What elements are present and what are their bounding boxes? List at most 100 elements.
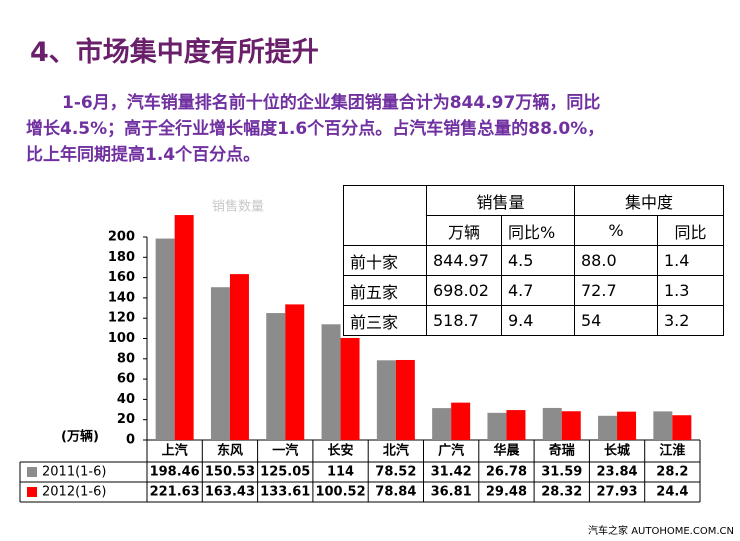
bar: [451, 402, 471, 440]
x-tick-label: 奇瑞: [549, 443, 575, 459]
bar: [653, 411, 673, 440]
y-tick-label: 160: [108, 270, 135, 285]
subheader-cell: %: [574, 215, 658, 246]
y-tick-label: 20: [117, 412, 135, 427]
data-cell: 28.32: [541, 485, 582, 500]
bar: [561, 411, 581, 440]
y-tick-label: 180: [108, 250, 135, 265]
table-cell: 54: [574, 305, 658, 336]
subheader-cell: 同比: [657, 215, 724, 246]
legend-swatch: [27, 487, 37, 497]
data-cell: 78.84: [375, 485, 416, 500]
bar: [376, 360, 396, 440]
bar: [432, 408, 452, 440]
bar: [598, 415, 618, 440]
bar: [542, 407, 562, 440]
bar: [155, 238, 175, 440]
y-tick-label: 200: [108, 230, 135, 245]
x-tick-label: 华晨: [493, 443, 520, 459]
y-tick-label: 120: [108, 311, 135, 326]
x-tick-label: 江淮: [659, 443, 685, 459]
table-cell: 9.4: [501, 305, 575, 336]
table-cell: 1.4: [657, 245, 724, 276]
bar: [395, 359, 415, 440]
paragraph-line: 1-6月，汽车销量排名前十位的企业集团销量合计为844.97万辆，同比: [62, 93, 601, 113]
data-cell: 163.43: [205, 485, 255, 500]
bar: [174, 215, 194, 440]
data-cell: 221.63: [150, 485, 200, 500]
x-tick-label: 长城: [604, 443, 630, 459]
data-cell: 100.52: [315, 485, 365, 500]
bar: [321, 324, 341, 440]
subheader-cell: 同比%: [501, 215, 575, 246]
table-cell: 72.7: [574, 275, 658, 306]
legend-swatch: [27, 467, 37, 477]
table-row: 前三家 518.7 9.4 54 3.2: [343, 305, 724, 336]
bar: [285, 304, 305, 440]
table-cell: 1.3: [657, 275, 724, 306]
subheader-cell: 万辆: [426, 215, 502, 246]
table-cell: 前十家: [343, 245, 427, 276]
y-tick-label: 40: [117, 392, 135, 407]
data-cell: 28.2: [656, 465, 688, 480]
table-cell: 4.7: [501, 275, 575, 306]
bar: [210, 287, 230, 440]
table-row: 前五家 698.02 4.7 72.7 1.3: [343, 275, 724, 306]
x-tick-label: 一汽: [272, 443, 298, 459]
bar: [506, 410, 526, 440]
data-cell: 36.81: [431, 485, 472, 500]
data-cell: 24.4: [656, 485, 688, 500]
bar: [617, 411, 637, 440]
y-tick-label: 80: [117, 351, 135, 366]
data-cell: 198.46: [150, 465, 200, 480]
table-cell: 前五家: [343, 275, 427, 306]
x-tick-label: 东风: [217, 443, 243, 459]
bar: [487, 412, 507, 440]
paragraph: 1-6月，汽车销量排名前十位的企业集团销量合计为844.97万辆，同比 增长4.…: [26, 90, 604, 168]
y-tick-label: 60: [117, 372, 135, 387]
table-cell: 518.7: [426, 305, 502, 336]
summary-table: 销售量 集中度 万辆 同比% % 同比 前十家 844.97 4.5 88.0 1.4 前…: [343, 185, 724, 336]
paragraph-line: 比上年同期提高1.4个百分点。: [26, 145, 261, 165]
data-cell: 78.52: [375, 465, 416, 480]
x-tick-label: 广汽: [438, 443, 464, 459]
table-cell: 88.0: [574, 245, 658, 276]
data-cell: 114: [327, 465, 354, 480]
header-cell: 集中度: [574, 185, 724, 216]
y-tick-label: 140: [108, 290, 135, 305]
blank-cell: [343, 185, 427, 216]
y-unit: (万辆): [61, 429, 99, 445]
table-cell: 4.5: [501, 245, 575, 276]
y-tick-label: 0: [126, 433, 135, 448]
data-cell: 23.84: [596, 465, 637, 480]
x-tick-label: 北汽: [383, 443, 409, 459]
bar: [229, 274, 249, 440]
data-cell: 31.59: [541, 465, 582, 480]
data-cell: 26.78: [486, 465, 527, 480]
table-cell: 前三家: [343, 305, 427, 336]
data-cell: 29.48: [486, 485, 527, 500]
data-cell: 27.93: [596, 485, 637, 500]
bar: [340, 337, 360, 440]
y-tick-label: 100: [108, 331, 135, 346]
bar: [672, 415, 692, 440]
data-cell: 133.61: [260, 485, 310, 500]
table-cell: 844.97: [426, 245, 502, 276]
table-cell: 698.02: [426, 275, 502, 306]
data-cell: 150.53: [205, 465, 255, 480]
blank-cell: [343, 215, 427, 246]
data-cell: 125.05: [260, 465, 310, 480]
chart-subtitle: 销售数量: [212, 199, 264, 215]
header-cell: 销售量: [426, 185, 575, 216]
table-cell: 3.2: [657, 305, 724, 336]
slide-title: 4、市场集中度有所提升: [30, 37, 319, 68]
footer: 汽车之家 AUTOHOME.COM.CN: [588, 526, 734, 537]
x-tick-label: 上汽: [162, 443, 188, 459]
legend-label: 2012(1-6): [42, 485, 106, 500]
x-tick-label: 长安: [328, 443, 354, 459]
paragraph-line: 增长4.5%；高于全行业增长幅度1.6个百分点。占汽车销售总量的88.0%，: [26, 119, 605, 139]
bar: [266, 313, 286, 440]
data-cell: 31.42: [431, 465, 472, 480]
